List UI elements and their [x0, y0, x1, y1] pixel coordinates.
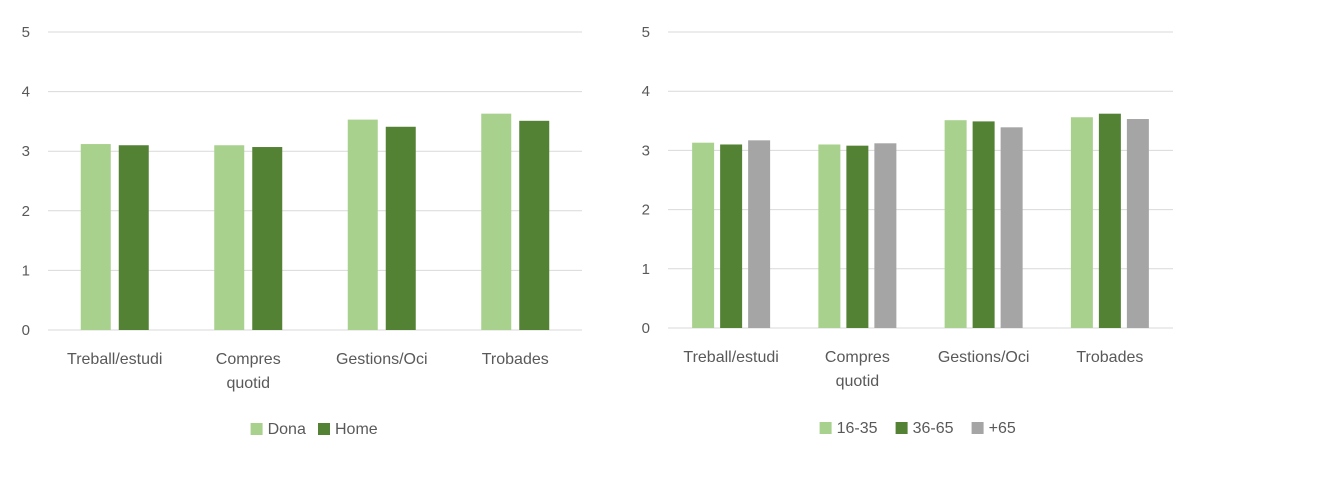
bar-+65-0 — [748, 140, 771, 328]
bar-36-65-0 — [720, 144, 743, 328]
bar-16-35-2 — [944, 120, 967, 328]
bar-Home-0 — [118, 145, 149, 330]
chart-1: 0 1 2 3 4 5 Treball/estudi Compres quotid Gestion… — [22, 24, 582, 438]
legend-label: +65 — [989, 420, 1016, 437]
x-category-label: Trobades — [482, 351, 549, 368]
x-category-label: Compres quotid — [825, 349, 890, 390]
x-category-label: Gestions/Oci — [336, 351, 428, 368]
bar-Dona-2 — [347, 119, 378, 330]
legend-swatch — [250, 423, 263, 435]
legend-label: 16-35 — [837, 420, 878, 437]
bar-Dona-1 — [214, 145, 245, 330]
bar-Dona-0 — [80, 144, 111, 330]
y-tick-label: 2 — [642, 202, 650, 219]
bar-Home-1 — [252, 147, 283, 330]
bar-36-65-2 — [972, 121, 995, 328]
y-tick-label: 1 — [642, 261, 650, 278]
y-tick-label: 3 — [22, 143, 30, 160]
bar-Home-3 — [519, 120, 550, 330]
y-tick-label: 5 — [642, 24, 650, 41]
bar-+65-3 — [1126, 119, 1149, 328]
y-tick-label: 0 — [22, 322, 30, 339]
chart-2: 0 1 2 3 4 5 Treball/estudi Compres quotid Gestion… — [642, 24, 1173, 437]
bar-Dona-3 — [481, 113, 512, 330]
legend-swatch — [318, 423, 330, 435]
bar-+65-2 — [1000, 127, 1023, 328]
x-category-label: Trobades — [1076, 349, 1143, 366]
bar-36-65-3 — [1098, 113, 1121, 328]
legend: Dona Home — [250, 421, 378, 438]
y-tick-label: 0 — [642, 320, 650, 337]
bar-16-35-3 — [1070, 117, 1093, 328]
x-category-label: Treball/estudi — [67, 351, 162, 368]
y-tick-label: 4 — [642, 83, 650, 100]
y-tick-label: 4 — [22, 84, 30, 101]
legend-swatch — [971, 422, 984, 434]
bar-36-65-1 — [846, 145, 869, 328]
legend-label: Dona — [268, 421, 306, 438]
bar-16-35-1 — [818, 144, 841, 328]
y-tick-label: 1 — [22, 262, 30, 279]
bar-Home-2 — [385, 126, 416, 330]
legend-label: Home — [335, 421, 378, 438]
legend: 16-35 36-65 +65 — [819, 420, 1016, 437]
legend-swatch — [895, 422, 908, 434]
y-tick-label: 5 — [22, 24, 30, 41]
legend-label: 36-65 — [913, 420, 954, 437]
bar-16-35-0 — [692, 142, 715, 328]
x-category-label: Compres quotid — [216, 351, 281, 392]
x-category-label: Gestions/Oci — [938, 349, 1030, 366]
y-tick-label: 2 — [22, 203, 30, 220]
x-category-label: Treball/estudi — [683, 349, 778, 366]
bar-+65-1 — [874, 143, 897, 328]
legend-swatch — [819, 422, 832, 434]
y-tick-label: 3 — [642, 142, 650, 159]
